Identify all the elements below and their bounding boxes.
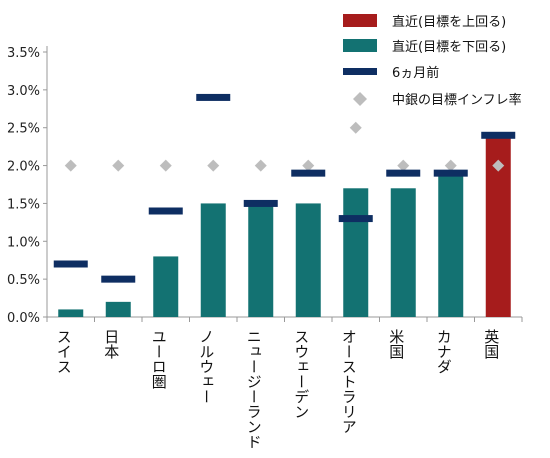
category-label: 英国	[482, 328, 500, 359]
bar-below-target	[58, 309, 84, 317]
bar-below-target	[343, 188, 369, 317]
bar-below-target	[248, 203, 274, 317]
y-tick-label: 0.0%	[7, 311, 40, 326]
six-months-ago-dash	[196, 93, 231, 101]
target-diamond	[159, 159, 172, 172]
category-label: カナダ	[435, 329, 453, 374]
legend-swatch	[343, 68, 377, 75]
legend-label: 直近(目標を上回る)	[392, 15, 506, 30]
six-months-ago-dash	[101, 275, 136, 283]
target-diamond	[254, 159, 267, 172]
category-label: スイス	[55, 329, 73, 374]
markers	[53, 93, 516, 283]
y-tick-label: 3.0%	[7, 84, 40, 99]
bar-below-target	[200, 203, 226, 317]
six-months-ago-dash	[481, 131, 516, 139]
legend-swatch	[343, 39, 377, 52]
six-months-ago-dash	[433, 169, 468, 177]
legend-label: 直近(目標を下回る)	[392, 40, 506, 55]
six-months-ago-dash	[243, 199, 278, 207]
y-tick-label: 1.5%	[7, 197, 40, 212]
six-months-ago-dash	[291, 169, 326, 177]
bar-below-target	[105, 301, 131, 317]
legend-label: 中銀の目標インフレ率	[392, 92, 522, 108]
target-diamond	[492, 159, 505, 172]
target-diamond	[397, 159, 410, 172]
target-diamond	[112, 159, 125, 172]
axes: 0.0% 0.5% 1.0% 1.5% 2.0% 2.5% 3.0% 3.5% スイス 日本 ユーロ…	[7, 46, 523, 449]
y-tick-label: 2.0%	[7, 160, 40, 175]
target-diamond	[207, 159, 220, 172]
y-tick-label: 1.0%	[7, 235, 40, 250]
legend-swatch	[353, 92, 367, 106]
target-diamond	[64, 159, 77, 172]
target-diamond	[444, 159, 457, 172]
target-diamond	[302, 159, 315, 172]
category-label: ニュージーランド	[245, 329, 263, 449]
bars	[58, 135, 511, 317]
category-label: ノルウェー	[197, 329, 215, 404]
bar-below-target	[295, 203, 321, 317]
category-label: スウェーデン	[292, 329, 310, 419]
y-tick-label: 3.5%	[7, 46, 40, 61]
y-tick-label: 2.5%	[7, 122, 40, 137]
category-label: 米国	[387, 329, 405, 359]
category-label: 日本	[102, 329, 120, 359]
six-months-ago-dash	[53, 260, 88, 268]
six-months-ago-dash	[338, 215, 373, 223]
bar-below-target	[153, 256, 179, 317]
category-label: オーストラリア	[340, 329, 358, 434]
y-tick-label: 0.5%	[7, 273, 40, 288]
bar-below-target	[390, 188, 416, 317]
legend-label: 6ヵ月前	[392, 65, 439, 81]
six-months-ago-dash	[148, 207, 183, 215]
target-diamond	[349, 121, 362, 134]
bar-below-target	[438, 173, 464, 317]
six-months-ago-dash	[386, 169, 421, 177]
category-label: ユーロ圏	[150, 329, 168, 389]
legend-swatch	[343, 14, 377, 27]
